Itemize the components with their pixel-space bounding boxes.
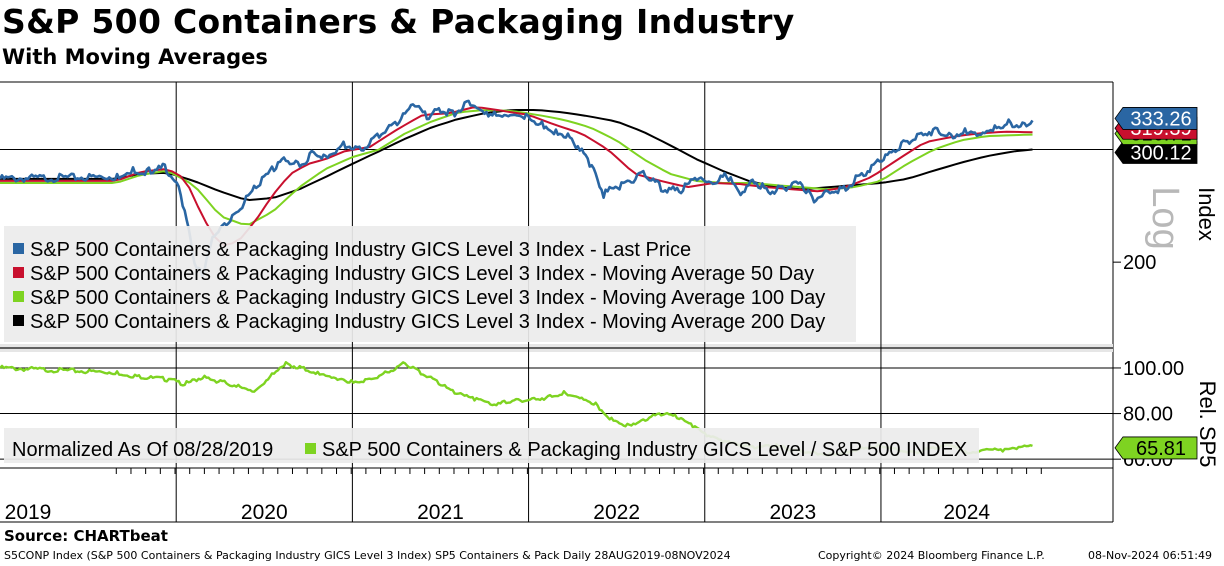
upper-pane-series <box>0 99 1034 278</box>
legend-swatch-ma100 <box>13 291 24 302</box>
lower-legend: Normalized As Of 08/28/2019 S&P 500 Cont… <box>12 439 967 461</box>
footer-timestamp: 08-Nov-2024 06:51:49 <box>1088 549 1213 562</box>
tag-relative-box <box>1114 436 1198 460</box>
chart-subtitle: With Moving Averages <box>2 45 268 69</box>
x-tick-label-2020: 2020 <box>241 501 288 524</box>
legend-label-rel: S&P 500 Containers & Packaging Industry … <box>322 439 967 461</box>
upper-legend: S&P 500 Containers & Packaging Industry … <box>13 239 825 333</box>
footer-description: S5CONP Index (S&P 500 Containers & Packa… <box>4 549 731 562</box>
upper-legend-box <box>4 226 856 342</box>
source-label: Source: CHARTbeat <box>4 527 168 545</box>
tag-relative-value: 65.81 <box>1136 438 1186 460</box>
legend-swatch-rel <box>305 443 316 454</box>
upper-y-tick-label-200: 200 <box>1123 252 1156 274</box>
log-scale-label: Log <box>1144 186 1186 249</box>
chart-title: S&P 500 Containers & Packaging Industry <box>2 2 795 41</box>
tag-last-price-box <box>1114 107 1198 130</box>
x-tick-label-2023: 2023 <box>769 501 816 524</box>
legend-swatch-ma50 <box>13 267 24 278</box>
legend-label-last-price: S&P 500 Containers & Packaging Industry … <box>30 239 691 261</box>
lower-legend-box <box>4 428 979 463</box>
legend-label-ma100: S&P 500 Containers & Packaging Industry … <box>30 287 825 309</box>
footer-copyright: Copyright© 2024 Bloomberg Finance L.P. <box>818 549 1045 562</box>
lower-y-tick-label-80: 80.00 <box>1123 404 1173 426</box>
x-tick-label-2024: 2024 <box>943 501 990 524</box>
series-line-ma100 <box>0 109 1033 226</box>
upper-y-axis-label: Index <box>1194 187 1219 241</box>
x-tick-label-2019: 2019 <box>5 501 52 524</box>
lower-y-axis-label: Rel. SP5 <box>1195 381 1220 468</box>
tag-last-price-value: 333.26 <box>1130 108 1191 130</box>
legend-label-ma50: S&P 500 Containers & Packaging Industry … <box>30 263 814 285</box>
normalized-note: Normalized As Of 08/28/2019 <box>12 439 273 461</box>
series-line-last_price <box>0 99 1034 278</box>
series-line-ma200 <box>0 109 1033 201</box>
lower-y-tick-label-100: 100.00 <box>1123 358 1184 380</box>
x-tick-label-2021: 2021 <box>417 501 464 524</box>
series-line-ma50 <box>0 106 1033 247</box>
legend-swatch-ma200 <box>13 315 24 326</box>
legend-swatch-last-price <box>13 243 24 254</box>
x-tick-label-2022: 2022 <box>593 501 640 524</box>
tag-ma200-value: 300.12 <box>1130 143 1191 165</box>
legend-label-ma200: S&P 500 Containers & Packaging Industry … <box>30 311 825 333</box>
